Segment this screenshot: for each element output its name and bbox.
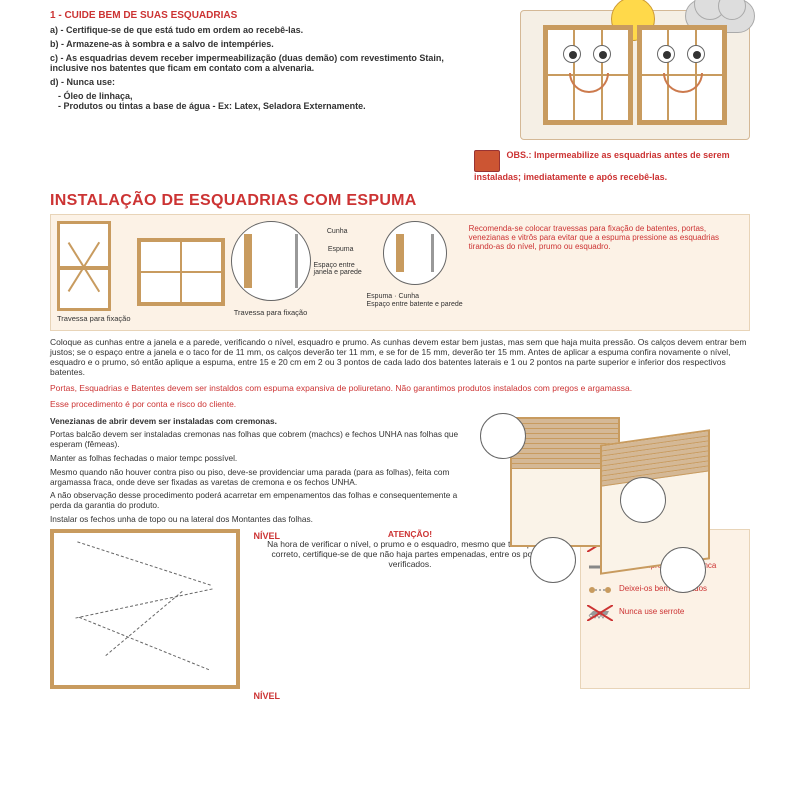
eye-icon — [687, 45, 705, 63]
bullet-a-label: a) - — [50, 25, 66, 35]
callout-espaco2: Espaço entre batente e parede — [367, 301, 463, 308]
instruction-para-2: Portas, Esquadrias e Batentes devem ser … — [50, 383, 750, 393]
installation-title: INSTALAÇÃO DE ESQUADRIAS COM ESPUMA — [50, 192, 750, 210]
bullet-d-label: d) - — [50, 77, 67, 87]
door-diagram: Travessa para fixação — [57, 221, 131, 323]
bullet-d: d) - Nunca use: — [50, 77, 462, 88]
care-title: 1 - CUIDE BEM DE SUAS ESQUADRIAS — [50, 10, 462, 21]
s3-l1-text: Venezianas de abrir devem ser instaladas… — [50, 416, 277, 426]
bullet-d-sub2: - Produtos ou tintas a base de água - Ex… — [58, 101, 462, 111]
bullet-c-text: As esquadrias devem receber impermeabili… — [50, 53, 444, 74]
callout-cunha2: Cunha — [398, 293, 419, 300]
window-pane-left — [543, 25, 633, 125]
eye-icon — [563, 45, 581, 63]
spacing-icon — [587, 582, 613, 598]
care-section: 1 - CUIDE BEM DE SUAS ESQUADRIAS a) - Ce… — [50, 10, 750, 186]
obs-note: OBS.: Impermeabilize as esquadrias antes… — [470, 146, 750, 186]
callout-espaco: Espaço entre janela e parede — [314, 262, 374, 276]
eye-icon — [593, 45, 611, 63]
bullet-c-label: c) - — [50, 53, 66, 63]
bullet-d-sub1: - Óleo de linhaça, — [58, 91, 462, 101]
frame-level-diagram: NÍVEL NÍVEL — [50, 529, 240, 689]
callout-travessa: Travessa para fixação — [234, 309, 308, 317]
instruction-para-3: Esse procedimento é por conta e risco do… — [50, 399, 750, 409]
detail-circle-icon — [530, 537, 576, 583]
callout-espuma2: Espuma — [367, 293, 393, 300]
obs-text: OBS.: Impermeabilize as esquadrias antes… — [474, 150, 730, 182]
nivel-label-bottom: NÍVEL — [253, 691, 280, 701]
instruction-para-1: Coloque as cunhas entre a janela e a par… — [50, 337, 750, 377]
window-frame-icon — [137, 238, 225, 306]
callout-cunha: Cunha — [327, 228, 348, 235]
travessa-label: Travessa para fixação — [57, 315, 131, 323]
detail-circle-icon — [620, 477, 666, 523]
nivel-label-top: NÍVEL — [253, 531, 280, 541]
veneziana-section: Venezianas de abrir devem ser instaladas… — [50, 417, 750, 525]
attention-title: ATENÇÃO! — [388, 529, 432, 539]
care-text-col: 1 - CUIDE BEM DE SUAS ESQUADRIAS a) - Ce… — [50, 10, 462, 186]
s3-l5: A não observação desse procedimento pode… — [50, 491, 460, 511]
detail-circle-icon — [480, 413, 526, 459]
recommendation-box: Recomenda-se colocar travessas para fixa… — [469, 221, 743, 323]
rule4-text: Nunca use serrote — [619, 608, 684, 617]
foam-install-section: Travessa para fixação Cunha Espuma Espaç… — [50, 214, 750, 330]
s3-l1: Venezianas de abrir devem ser instaladas… — [50, 417, 460, 427]
bullet-a-text: Certifique-se de que está tudo em ordem … — [66, 25, 303, 35]
care-illustration-col: OBS.: Impermeabilize as esquadrias antes… — [470, 10, 750, 186]
bullet-c: c) - As esquadrias devem receber imperme… — [50, 53, 462, 75]
attention-box: ATENÇÃO! Na hora de verificar o nível, o… — [250, 529, 570, 689]
zoom-detail-icon — [383, 221, 447, 285]
bullet-b-label: b) - — [50, 39, 66, 49]
bullet-a: a) - Certifique-se de que está tudo em o… — [50, 25, 462, 36]
window-diagram — [137, 221, 225, 323]
window-cartoon — [520, 10, 750, 140]
door-frame-icon — [57, 221, 111, 311]
bullet-b-text: Armazene-as à sombra e a salvo de intemp… — [66, 39, 274, 49]
detail-circle-2: Espuma · Cunha Espaço entre batente e pa… — [367, 221, 463, 323]
eye-icon — [657, 45, 675, 63]
s3-l4: Mesmo quando não houver contra piso ou p… — [50, 468, 460, 488]
s3-l6: Instalar os fechos unha de topo ou na la… — [50, 515, 460, 525]
saw-cross-icon — [587, 605, 613, 621]
detail-circle-icon — [660, 547, 706, 593]
rule-no-saw: Nunca use serrote — [587, 605, 743, 621]
bullet-d-text: Nunca use: — [67, 77, 116, 87]
s3-l2: Portas balcão devem ser instaladas cremo… — [50, 430, 460, 450]
callout-group: Espuma · Cunha Espaço entre batente e pa… — [367, 293, 463, 308]
callout-espuma: Espuma — [328, 246, 354, 253]
frame-icon: NÍVEL NÍVEL — [50, 529, 240, 689]
detail-circle-1: Cunha Espuma Espaço entre janela e pared… — [231, 221, 311, 323]
d-sub1-text: - Óleo de linhaça, — [58, 91, 133, 101]
bullet-b: b) - Armazene-as à sombra e a salvo de i… — [50, 39, 462, 50]
zoom-detail-icon: Cunha Espuma Espaço entre janela e pared… — [231, 221, 311, 301]
d-sub2-text: - Produtos ou tintas a base de água - Ex… — [58, 101, 366, 111]
window-pane-right — [637, 25, 727, 125]
s3-l3: Manter as folhas fechadas o maior tempc … — [50, 454, 460, 464]
recommendation-text: Recomenda-se colocar travessas para fixa… — [469, 225, 743, 251]
paint-can-icon — [474, 150, 500, 172]
veneziana-illustration — [470, 417, 750, 525]
veneziana-text: Venezianas de abrir devem ser instaladas… — [50, 417, 460, 525]
